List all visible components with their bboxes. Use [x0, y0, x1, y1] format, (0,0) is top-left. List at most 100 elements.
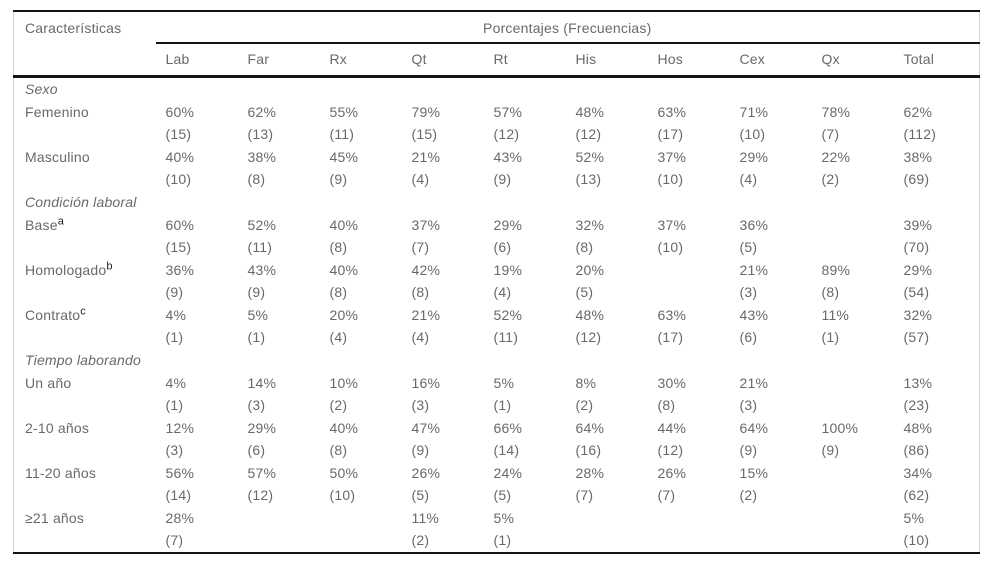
cell-percentage: [576, 507, 648, 529]
cell-percentage: 29%: [903, 262, 933, 278]
cell-percentage: 40%: [165, 149, 195, 165]
cell-percentage: 16%: [411, 375, 441, 391]
data-cell: 21% (4): [402, 146, 484, 191]
data-cell: 55% (11): [320, 101, 402, 146]
cell-percentage: 63%: [657, 307, 687, 323]
cell-percentage: 62%: [903, 104, 933, 120]
cell-percentage: 21%: [739, 375, 769, 391]
section-row: Condición laboral: [14, 191, 980, 214]
cell-percentage: 37%: [657, 149, 687, 165]
data-cell: [648, 507, 730, 553]
cell-frequency: (8): [821, 284, 840, 300]
row-label: ≥21 años: [25, 510, 85, 526]
cell-percentage: 40%: [329, 217, 359, 233]
section-label: Sexo: [25, 81, 58, 97]
cell-frequency: (7): [411, 239, 430, 255]
cell-percentage: 62%: [247, 104, 277, 120]
cell-frequency: (8): [411, 284, 430, 300]
cell-frequency: (10): [657, 171, 684, 187]
cell-frequency: (14): [493, 442, 520, 458]
data-cell: 64% (9): [730, 417, 812, 462]
cell-frequency: (12): [247, 487, 274, 503]
column-header-hos: Hos: [647, 43, 730, 78]
cell-percentage: 64%: [739, 420, 769, 436]
cell-percentage: 29%: [247, 420, 277, 436]
section-label: Tiempo laborando: [25, 352, 141, 368]
data-cell: 57% (12): [484, 101, 566, 146]
data-cell: 40% (8): [320, 214, 402, 259]
data-cell: 66% (14): [484, 417, 566, 462]
data-cell: 52% (11): [484, 304, 566, 349]
cell-frequency: (3): [739, 284, 758, 300]
cell-frequency: (54): [903, 284, 930, 300]
cell-percentage: 57%: [247, 465, 277, 481]
data-cell: 28% (7): [566, 462, 648, 507]
data-cell: 4% (1): [156, 304, 238, 349]
cell-percentage: 20%: [575, 262, 605, 278]
cell-percentage: 48%: [575, 104, 605, 120]
cell-frequency: (15): [411, 126, 438, 142]
cell-frequency: (3): [739, 397, 758, 413]
cell-percentage: [822, 462, 894, 484]
cell-frequency: (5): [411, 487, 430, 503]
cell-frequency: (8): [329, 442, 348, 458]
cell-frequency: [658, 529, 730, 551]
cell-percentage: 60%: [165, 217, 195, 233]
cell-percentage: [330, 507, 402, 529]
column-header-cex: Cex: [729, 43, 812, 78]
cell-frequency: (9): [329, 171, 348, 187]
cell-percentage: 4%: [165, 307, 187, 323]
data-cell: [730, 507, 812, 553]
cell-percentage: [658, 259, 730, 281]
data-cell: 39% (70): [894, 214, 980, 259]
cell-percentage: 40%: [329, 262, 359, 278]
data-cell: 22% (2): [812, 146, 894, 191]
data-cell: 62% (13): [238, 101, 320, 146]
cell-percentage: 29%: [493, 217, 523, 233]
cell-frequency: (12): [575, 126, 602, 142]
table-row: Basea 60% (15) 52% (11) 40% (8) 37% (7) 29% (6) 32%…: [14, 214, 980, 259]
data-cell: 52% (11): [238, 214, 320, 259]
cell-frequency: (4): [411, 171, 430, 187]
cell-percentage: 43%: [247, 262, 277, 278]
data-cell: 37% (10): [648, 146, 730, 191]
cell-frequency: (12): [493, 126, 520, 142]
cell-percentage: 78%: [821, 104, 851, 120]
data-cell: 37% (10): [648, 214, 730, 259]
data-cell: [812, 372, 894, 417]
cell-frequency: (1): [821, 329, 840, 345]
cell-frequency: (12): [657, 442, 684, 458]
section-row: Tiempo laborando: [14, 349, 980, 372]
column-header-lab: Lab: [155, 43, 238, 78]
cell-percentage: [740, 507, 812, 529]
data-cell: [812, 462, 894, 507]
cell-frequency: (3): [411, 397, 430, 413]
cell-percentage: 36%: [739, 217, 769, 233]
cell-frequency: (11): [493, 329, 519, 345]
data-cell: 19% (4): [484, 259, 566, 304]
cell-frequency: (16): [575, 442, 602, 458]
cell-percentage: 43%: [739, 307, 769, 323]
data-cell: 5% (1): [484, 372, 566, 417]
cell-frequency: (1): [165, 397, 184, 413]
cell-frequency: (9): [247, 284, 266, 300]
cell-frequency: (5): [739, 239, 758, 255]
cell-percentage: 28%: [575, 465, 605, 481]
cell-percentage: 15%: [739, 465, 769, 481]
cell-frequency: (14): [165, 487, 192, 503]
data-cell: 63% (17): [648, 101, 730, 146]
row-label: Femenino: [25, 104, 89, 120]
cell-frequency: (69): [903, 171, 930, 187]
data-cell: 5% (1): [484, 507, 566, 553]
cell-frequency: (10): [657, 239, 684, 255]
cell-percentage: 66%: [493, 420, 523, 436]
cell-percentage: 32%: [575, 217, 605, 233]
data-cell: 48% (12): [566, 304, 648, 349]
cell-frequency: (2): [821, 171, 840, 187]
cell-frequency: (6): [493, 239, 512, 255]
cell-percentage: 44%: [657, 420, 687, 436]
column-header-qt: Qt: [401, 43, 484, 78]
cell-percentage: [658, 507, 730, 529]
data-cell: 62% (112): [894, 101, 980, 146]
